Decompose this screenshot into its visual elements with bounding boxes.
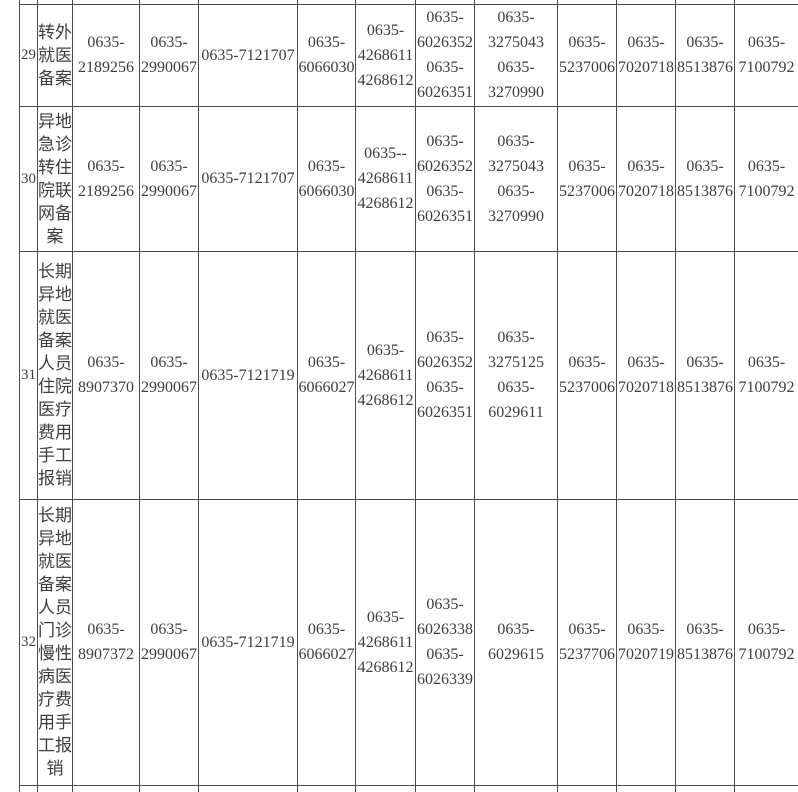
phone-cell: 0635- 8907370 <box>72 250 140 500</box>
phone-cell: 0635- 6066030 <box>297 105 356 252</box>
phone-cell: 0635- 5237006 <box>557 105 617 252</box>
service-name: 转外 就医 备案 <box>37 3 73 107</box>
phone-cell: 0635- 3275043 0635- 3270990 <box>474 105 558 252</box>
phone-cell: 0635- 6026352 0635- 6026351 <box>415 105 475 252</box>
phone-cell: 0635- 6026338 0635- 6026339 <box>415 498 475 786</box>
phone-cell: 0635- 2189256 <box>72 105 140 252</box>
phone-cell: 0635-7121707 <box>198 105 298 252</box>
phone-cell: 0635- 6026352 0635- 6026351 <box>415 250 475 500</box>
phone-cell: 0635- 7020718 <box>616 250 676 500</box>
phone-cell: 0635- 6066030 <box>297 3 356 107</box>
row-number: 31 <box>19 250 38 500</box>
empty-cell <box>72 784 140 792</box>
empty-cell <box>139 784 199 792</box>
table-row: 30 异地 急诊 转住 院联 网备 案 0635- 2189256 0635- … <box>19 105 798 252</box>
phone-cell: 0635- 7020719 <box>616 498 676 786</box>
phone-cell: 0635- 4268611 4268612 <box>355 3 416 107</box>
row-number: 29 <box>19 3 38 107</box>
phone-cell: 0635- 7020718 <box>616 3 676 107</box>
phone-cell: 0635- 8513876 <box>675 3 735 107</box>
empty-cell <box>675 784 735 792</box>
phone-cell: 0635- 4268611 4268612 <box>355 250 416 500</box>
phone-cell: 0635- 8907372 <box>72 498 140 786</box>
empty-cell <box>198 784 298 792</box>
phone-cell: 0635-7121719 <box>198 250 298 500</box>
phone-cell: 0635- 8513876 <box>675 250 735 500</box>
empty-cell <box>734 784 798 792</box>
empty-cell <box>415 784 475 792</box>
service-name: 长期 异地 就医 备案 人员 住院 医疗 费用 手工 报销 <box>37 250 73 500</box>
row-number: 30 <box>19 105 38 252</box>
empty-cell <box>297 784 356 792</box>
phone-cell: 0635- 8513876 <box>675 105 735 252</box>
phone-cell: 0635- 5237706 <box>557 498 617 786</box>
service-name: 异地 急诊 转住 院联 网备 案 <box>37 105 73 252</box>
table-row: 31 长期 异地 就医 备案 人员 住院 医疗 费用 手工 报销 0635- 8… <box>19 250 798 500</box>
phone-cell: 0635- 2990067 <box>139 498 199 786</box>
phone-cell: 0635- 6029615 <box>474 498 558 786</box>
phone-cell: 0635- 5237006 <box>557 250 617 500</box>
empty-cell <box>474 784 558 792</box>
phone-cell: 0635- 6066027 <box>297 250 356 500</box>
partial-row-bottom <box>19 784 798 792</box>
phone-cell: 0635- 7020718 <box>616 105 676 252</box>
phone-cell: 0635- 2189256 <box>72 3 140 107</box>
phone-directory-table: 29 转外 就医 备案 0635- 2189256 0635- 2990067 … <box>19 0 798 792</box>
phone-cell: 0635-7121719 <box>198 498 298 786</box>
phone-cell: 0635- 3275043 0635- 3270990 <box>474 3 558 107</box>
service-name: 长期 异地 就医 备案 人员 门诊 慢性 病医 疗费 用手 工报 销 <box>37 498 73 786</box>
phone-cell: 0635- 2990067 <box>139 3 199 107</box>
phone-cell: 0635- 8513876 <box>675 498 735 786</box>
table-viewport: 29 转外 就医 备案 0635- 2189256 0635- 2990067 … <box>19 0 798 792</box>
phone-cell: 0635- 7100792 <box>734 498 798 786</box>
empty-cell <box>37 784 73 792</box>
phone-cell: 0635- 5237006 <box>557 3 617 107</box>
phone-cell: 0635- 7100792 <box>734 105 798 252</box>
empty-cell <box>616 784 676 792</box>
phone-cell: 0635-- 4268611 4268612 <box>355 105 416 252</box>
phone-cell: 0635- 7100792 <box>734 250 798 500</box>
table-row: 32 长期 异地 就医 备案 人员 门诊 慢性 病医 疗费 用手 工报 销 06… <box>19 498 798 786</box>
phone-cell: 0635- 6026352 0635- 6026351 <box>415 3 475 107</box>
phone-cell: 0635- 7100792 <box>734 3 798 107</box>
empty-cell <box>355 784 416 792</box>
table-row: 29 转外 就医 备案 0635- 2189256 0635- 2990067 … <box>19 3 798 107</box>
empty-cell <box>19 784 38 792</box>
row-number: 32 <box>19 498 38 786</box>
phone-cell: 0635- 6066027 <box>297 498 356 786</box>
phone-cell: 0635-7121707 <box>198 3 298 107</box>
phone-cell: 0635- 2990067 <box>139 250 199 500</box>
phone-cell: 0635- 2990067 <box>139 105 199 252</box>
phone-cell: 0635- 4268611 4268612 <box>355 498 416 786</box>
phone-cell: 0635- 3275125 0635- 6029611 <box>474 250 558 500</box>
empty-cell <box>557 784 617 792</box>
